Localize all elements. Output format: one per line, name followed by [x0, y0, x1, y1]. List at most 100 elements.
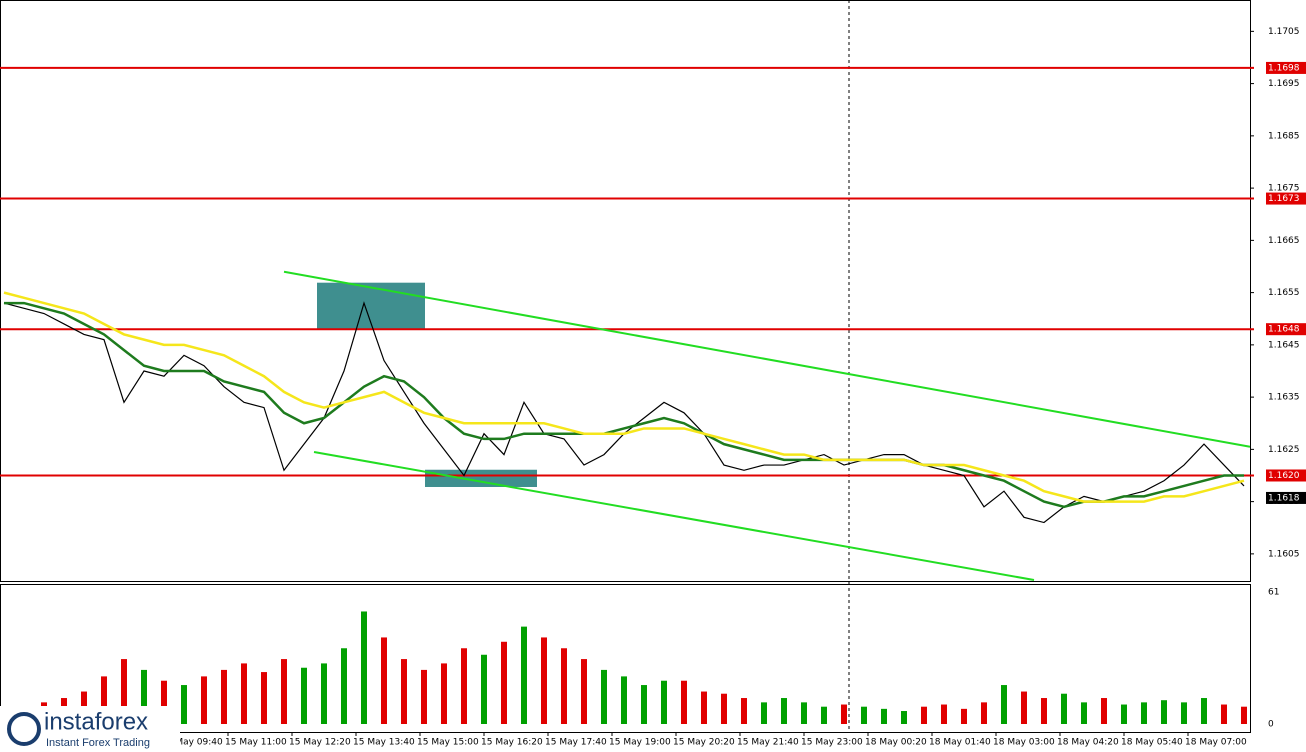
volume-bar	[381, 637, 387, 724]
x-tick-label: 15 May 23:00	[801, 738, 863, 748]
volume-bar	[901, 711, 907, 724]
volume-bar	[361, 611, 367, 724]
level-badge	[1266, 61, 1306, 74]
volume-panel	[0, 584, 1251, 733]
volume-bar	[481, 654, 487, 724]
x-tick-label: 15 May 19:00	[609, 738, 671, 748]
volume-bar	[241, 663, 247, 724]
x-tick-label: 15 May 16:20	[481, 738, 543, 748]
x-tick-label: 15 May 11:00	[225, 738, 287, 748]
level-label: 1.1673	[1268, 194, 1300, 204]
y-tick-label: 1.1605	[1268, 549, 1300, 559]
price-panel	[0, 0, 1251, 582]
x-tick-label: 18 May 03:00	[993, 738, 1055, 748]
volume-bar	[1241, 706, 1247, 724]
volume-bar	[781, 698, 787, 724]
volume-bar	[501, 641, 507, 724]
volume-bar	[1081, 702, 1087, 724]
volume-bar	[341, 648, 347, 724]
last-price-label: 1.1618	[1268, 493, 1300, 503]
volume-bar	[701, 691, 707, 724]
trend-line	[283, 270, 1251, 448]
volume-bar	[301, 667, 307, 724]
x-tick-label: 15 May 12:20	[289, 738, 351, 748]
volume-bar	[1101, 698, 1107, 724]
volume-bar	[621, 676, 627, 724]
x-tick-label: 15 May 09:40	[161, 738, 223, 748]
level-label: 1.1620	[1268, 471, 1300, 481]
volume-bar	[461, 648, 467, 724]
volume-bar	[541, 637, 547, 724]
y-tick-label: 61	[1268, 588, 1279, 598]
volume-bar	[521, 626, 527, 724]
level-label: 1.1698	[1268, 63, 1300, 73]
price-line	[3, 291, 1245, 503]
volume-bar	[941, 704, 947, 724]
volume-bar	[1041, 698, 1047, 724]
volume-bar	[1161, 700, 1167, 724]
y-tick-label: 1.1645	[1268, 340, 1300, 350]
volume-bar	[421, 669, 427, 724]
volume-bar	[401, 659, 407, 724]
x-tick-label: 18 May 05:40	[1121, 738, 1183, 748]
volume-bar	[101, 676, 107, 724]
volume-bar	[1201, 698, 1207, 724]
volume-bar	[561, 648, 567, 724]
level-label: 1.1648	[1268, 325, 1300, 335]
volume-bar	[981, 702, 987, 724]
volume-bar	[1061, 693, 1067, 724]
volume-bar	[921, 706, 927, 724]
volume-bar	[721, 693, 727, 724]
x-tick-label: 15 May 20:20	[673, 738, 735, 748]
last-price-badge	[1266, 491, 1306, 504]
x-tick-label: 18 May 07:00	[1185, 738, 1247, 748]
volume-bar	[641, 685, 647, 724]
price-line	[4, 301, 1244, 509]
y-tick-label: 1.1675	[1268, 184, 1300, 194]
volume-bar	[661, 680, 667, 724]
volume-bar	[1021, 691, 1027, 724]
volume-bar	[821, 706, 827, 724]
volume-bar	[281, 659, 287, 724]
volume-bar	[141, 669, 147, 724]
y-tick-label: 1.1665	[1268, 236, 1300, 246]
volume-bar	[161, 680, 167, 724]
x-tick-label: 18 May 01:40	[929, 738, 991, 748]
x-tick-label: 18 May 04:20	[1057, 738, 1119, 748]
volume-bar	[1181, 702, 1187, 724]
y-tick-label: 0	[1268, 720, 1274, 730]
volume-bar	[601, 669, 607, 724]
volume-bar	[1141, 702, 1147, 724]
volume-bar	[881, 708, 887, 724]
trend-line	[313, 450, 1035, 581]
level-badge	[1266, 192, 1306, 205]
volume-bar	[741, 698, 747, 724]
volume-bar	[761, 702, 767, 724]
x-tick-label: 15 May 15:00	[417, 738, 479, 748]
logo-name: instaforex	[44, 708, 148, 735]
y-tick-label: 1.1695	[1268, 79, 1300, 89]
volume-bar	[441, 663, 447, 724]
signal-zone	[425, 469, 537, 487]
volume-bar	[321, 663, 327, 724]
level-badge	[1266, 323, 1306, 336]
volume-bar	[201, 676, 207, 724]
volume-bar	[1001, 685, 1007, 724]
y-tick-label: 1.1635	[1268, 393, 1300, 403]
level-badge	[1266, 469, 1306, 482]
volume-bar	[1221, 704, 1227, 724]
y-tick-label: 1.1625	[1268, 445, 1300, 455]
volume-bar	[841, 704, 847, 724]
volume-bar	[961, 708, 967, 724]
x-tick-label: 15 May 13:40	[353, 738, 415, 748]
logo-tagline: Instant Forex Trading	[46, 737, 150, 749]
volume-bar	[121, 659, 127, 724]
x-tick-label: 15 May 21:40	[737, 738, 799, 748]
volume-bar	[801, 702, 807, 724]
volume-bar	[221, 669, 227, 724]
logo: instaforex Instant Forex Trading	[0, 706, 180, 752]
volume-bar	[581, 659, 587, 724]
logo-icon	[7, 712, 41, 746]
